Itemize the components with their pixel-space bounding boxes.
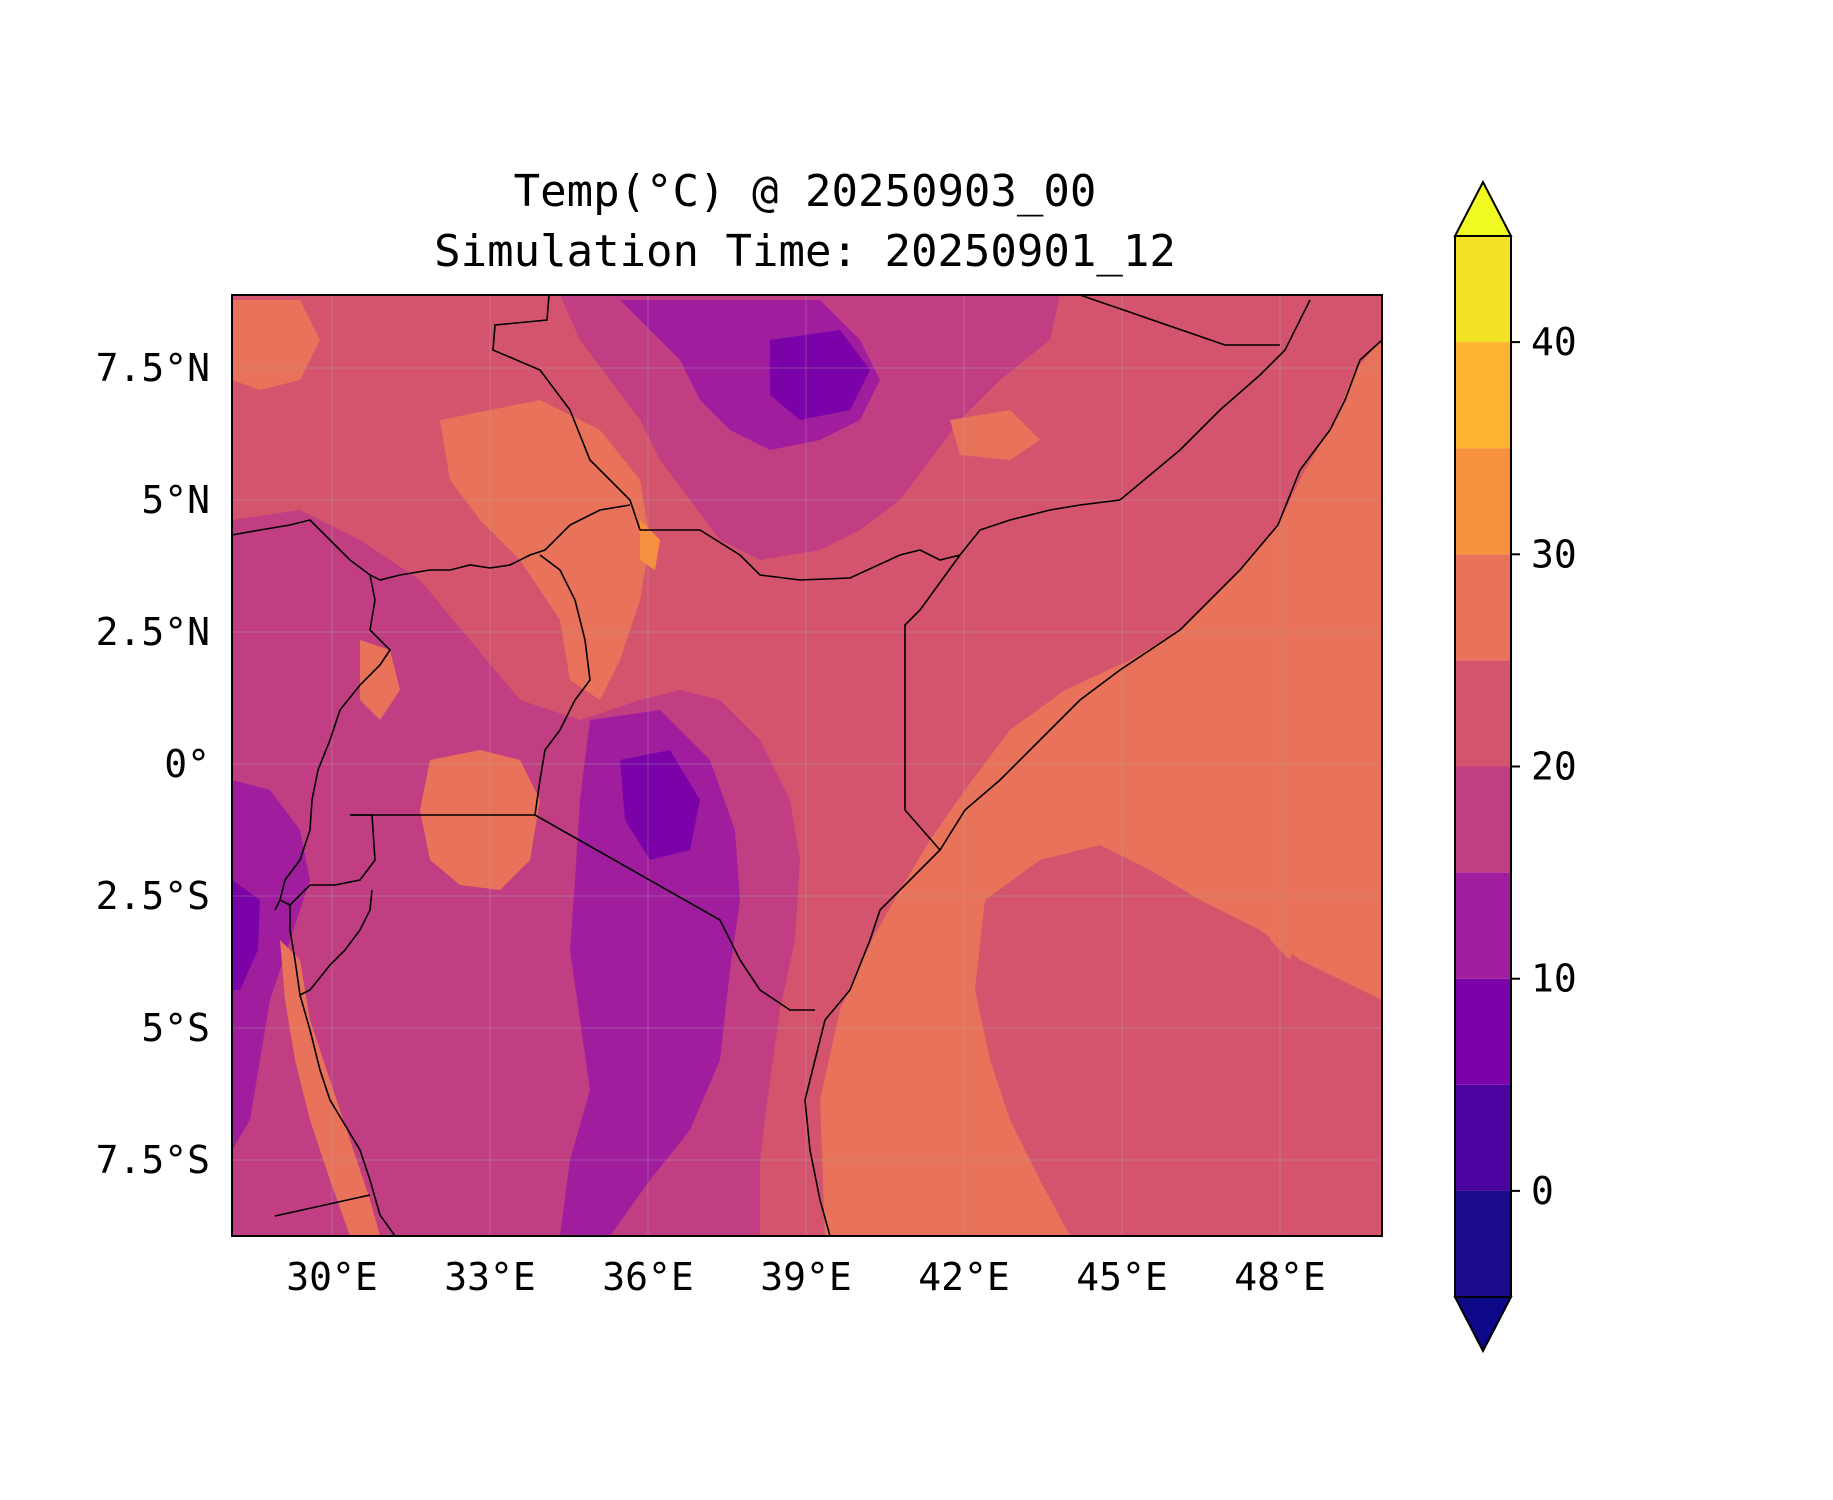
longitude-label: 33°E [444, 1255, 536, 1299]
latitude-labels: 7.5°N 5°N 2.5°N 0° 2.5°S 5°S 7.5°S [96, 346, 210, 1182]
map-title-line-1: Temp(°C) @ 20250903_00 [513, 166, 1097, 217]
latitude-label: 5°N [141, 478, 210, 522]
colorbar-tick-label: 10 [1531, 957, 1577, 1001]
latitude-label: 2.5°N [96, 610, 210, 654]
longitude-label: 36°E [602, 1255, 694, 1299]
colorbar-segment [1455, 978, 1511, 1085]
border-ethiopia-eritrea [1079, 295, 1280, 346]
border-ethiopia-somalia [1119, 299, 1311, 501]
colorbar-segment [1455, 872, 1511, 979]
colorbar-under-triangle [1453, 1296, 1513, 1354]
border-rwanda-burundi [279, 814, 376, 906]
longitude-label: 39°E [760, 1255, 852, 1299]
latitude-label: 2.5°S [96, 874, 210, 918]
colorbar-segment [1455, 342, 1511, 449]
colorbar-segment [1455, 766, 1511, 873]
colorbar-segment [1455, 1190, 1511, 1297]
border-sudan-ethiopia [492, 295, 641, 531]
colorbar-tick-label: 30 [1531, 532, 1577, 576]
latitude-label: 5°S [141, 1006, 210, 1050]
colorbar-tick-label: 20 [1531, 745, 1577, 789]
border-south-sudan-uganda [232, 504, 631, 581]
map-frame [231, 294, 1383, 1237]
lake-victoria-warm [420, 750, 540, 890]
longitude-labels: 30°E 33°E 36°E 39°E 42°E 45°E 48°E [286, 1255, 1326, 1299]
latitude-label: 7.5°S [96, 1138, 210, 1182]
longitude-label: 42°E [918, 1255, 1010, 1299]
border-tanzania-kenya [534, 814, 815, 1011]
colorbar-tick-label: 0 [1531, 1169, 1554, 1213]
colorbar-segment [1455, 236, 1511, 343]
ocean-warm-patch [1000, 1120, 1050, 1236]
colorbar-segment [1455, 1084, 1511, 1191]
temperature-field [232, 295, 1382, 1236]
country-borders [232, 295, 1382, 1236]
border-kenya-ethiopia [640, 499, 1121, 581]
border-kenya-somalia [904, 554, 961, 851]
border-uganda-kenya [534, 554, 591, 816]
latitude-label: 0° [164, 742, 210, 786]
longitude-label: 48°E [1234, 1255, 1326, 1299]
coastline [804, 339, 1382, 1236]
border-tanzania-zambia [274, 1194, 371, 1217]
map-title-line-2: Simulation Time: 20250901_12 [434, 226, 1176, 277]
colorbar-segment [1455, 660, 1511, 767]
latitude-label: 7.5°N [96, 346, 210, 390]
colorbar-tick-label: 40 [1531, 320, 1577, 364]
lake-tanganyika-shore [289, 905, 396, 1236]
colorbar-over-triangle [1453, 179, 1513, 237]
longitude-label: 30°E [286, 1255, 378, 1299]
colorbar: 0 10 20 30 40 [1453, 179, 1577, 1354]
gridlines [232, 295, 1382, 1236]
colorbar-segment [1455, 448, 1511, 555]
colorbar-segment [1455, 554, 1511, 661]
ocean-cool-patch [975, 845, 1382, 1236]
longitude-label: 45°E [1076, 1255, 1168, 1299]
border-tanzania-burundi-south [299, 889, 373, 996]
border-uganda-drc [274, 574, 392, 911]
